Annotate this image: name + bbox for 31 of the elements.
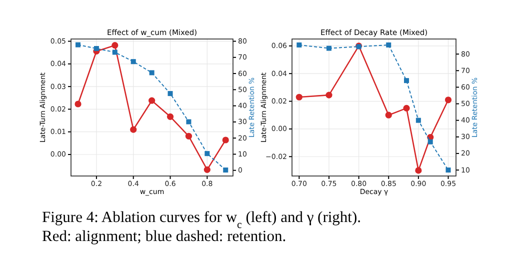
point — [444, 96, 452, 104]
point — [296, 94, 302, 100]
point — [130, 126, 137, 133]
point — [186, 119, 192, 124]
point — [223, 168, 228, 173]
caption: Figure 4: Ablation curves for w$_{c}$ (left) and γ (right). Red: alignment; blue dashed: retention. — [42, 209, 362, 245]
point — [326, 46, 332, 51]
point — [385, 112, 392, 118]
point — [416, 118, 421, 123]
point — [149, 70, 154, 76]
point — [130, 59, 136, 64]
point — [428, 139, 433, 144]
point — [204, 166, 210, 173]
point — [204, 151, 210, 156]
point — [404, 78, 409, 84]
point — [403, 104, 410, 112]
point — [112, 42, 118, 49]
point — [222, 136, 229, 144]
point — [112, 50, 118, 55]
point — [185, 132, 192, 140]
point — [76, 42, 81, 48]
point — [74, 100, 82, 108]
point — [94, 46, 99, 52]
point — [386, 42, 392, 48]
point — [326, 92, 332, 98]
point — [148, 97, 156, 104]
point — [446, 168, 451, 173]
point — [296, 42, 302, 48]
point — [166, 113, 174, 120]
point — [168, 91, 173, 96]
point — [415, 167, 422, 174]
